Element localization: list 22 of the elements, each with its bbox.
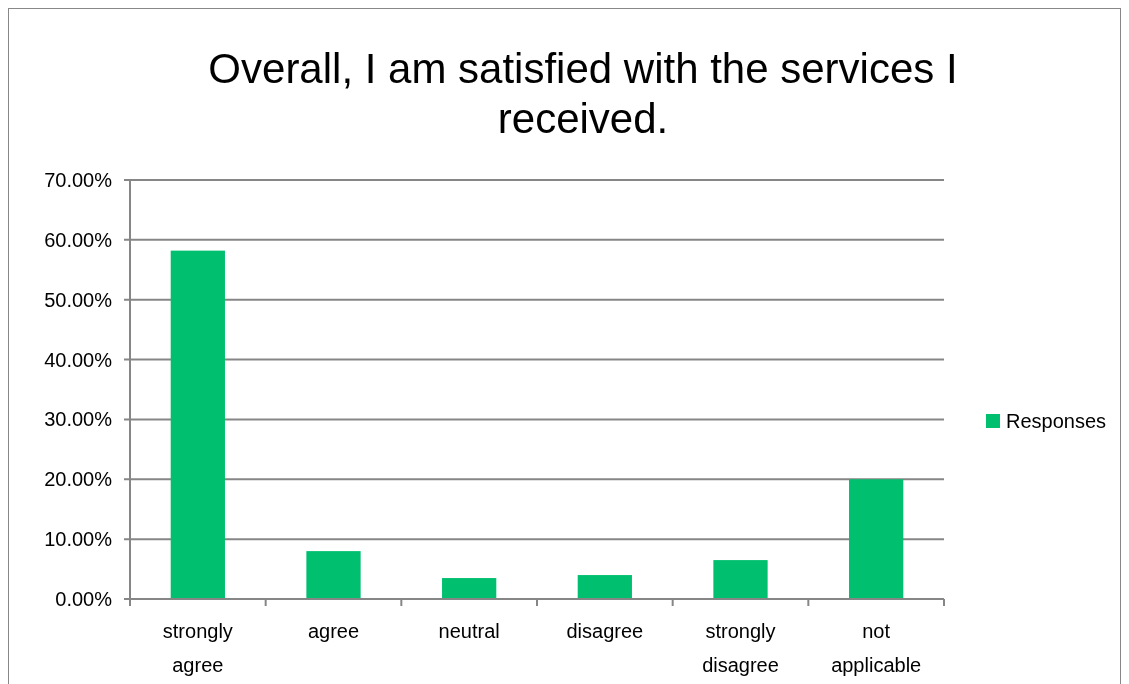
y-tick-label: 10.00% — [44, 528, 113, 551]
bar — [442, 578, 497, 599]
y-tick-label: 50.00% — [44, 288, 113, 311]
y-tick-label: 70.00% — [44, 169, 113, 191]
x-tick-label: neutral — [438, 620, 500, 642]
y-tick-label: 0.00% — [55, 588, 113, 610]
y-tick-label: 20.00% — [44, 468, 113, 491]
y-tick-label: 60.00% — [44, 228, 113, 251]
bar — [849, 479, 904, 599]
x-tick-label: agree — [307, 620, 360, 642]
x-tick-label: not applicable — [831, 620, 922, 676]
y-tick-label: 30.00% — [44, 408, 113, 431]
chart-title: Overall, I am satisfied with the services I received. — [208, 45, 958, 142]
x-tick-label: strongly agree — [162, 620, 233, 676]
x-tick-label: disagree — [566, 620, 644, 642]
y-tick-label: 40.00% — [44, 348, 113, 371]
legend-label: Responses — [1006, 410, 1107, 432]
bar — [713, 560, 768, 599]
x-tick-label: strongly disagree — [702, 620, 779, 676]
bar — [170, 250, 225, 599]
bar — [306, 551, 361, 599]
bar — [577, 575, 632, 599]
